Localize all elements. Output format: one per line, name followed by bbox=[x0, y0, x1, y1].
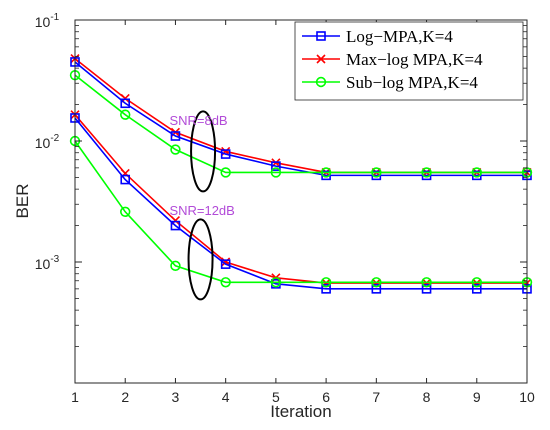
data-point bbox=[471, 284, 482, 294]
y-tick-exponent: -2 bbox=[50, 133, 59, 144]
data-point bbox=[120, 206, 131, 217]
legend-marker bbox=[316, 54, 326, 64]
data-point bbox=[320, 167, 332, 178]
x-tick-label: 2 bbox=[121, 389, 129, 405]
data-point bbox=[471, 167, 482, 178]
annotation-1: SNR=8dB bbox=[169, 110, 228, 193]
data-point bbox=[371, 167, 382, 178]
x-tick-labels: 1 2 3 4 5 6 7 8 9 10 bbox=[71, 389, 535, 405]
data-point bbox=[170, 144, 181, 155]
x-tick-label: 7 bbox=[372, 389, 380, 405]
series-line bbox=[74, 117, 527, 290]
legend-entry-1: Log−MPA,K=4 bbox=[302, 27, 453, 46]
legend-entry-2: Max−log MPA,K=4 bbox=[302, 50, 483, 69]
y-axis-label: BER bbox=[13, 184, 32, 219]
annotation-layer: SNR=8dB SNR=12dB bbox=[169, 110, 235, 301]
annotation-ellipse bbox=[190, 110, 217, 193]
data-point bbox=[220, 259, 231, 269]
plot-frame bbox=[74, 19, 528, 384]
legend-label: Max−log MPA,K=4 bbox=[346, 50, 483, 69]
x-tick-label: 1 bbox=[71, 389, 79, 405]
y-tick-labels: 10-110-210-3 bbox=[35, 12, 60, 272]
data-point bbox=[220, 149, 231, 159]
series-6 bbox=[69, 135, 533, 288]
y-tick-label: 10-1 bbox=[35, 12, 60, 30]
legend: Log−MPA,K=4 Max−log MPA,K=4 Sub−log MPA,K=… bbox=[294, 21, 524, 101]
data-point bbox=[371, 284, 382, 294]
data-point bbox=[120, 109, 131, 120]
annotation-ellipse bbox=[187, 218, 214, 301]
annotation-label: SNR=8dB bbox=[169, 113, 227, 128]
data-point bbox=[471, 277, 482, 288]
x-tick-label: 3 bbox=[172, 389, 180, 405]
series-3 bbox=[69, 69, 533, 178]
data-point bbox=[170, 131, 181, 141]
x-tick-label: 8 bbox=[423, 389, 431, 405]
y-tick-base: 10 bbox=[35, 256, 51, 272]
annotation-2: SNR=12dB bbox=[169, 203, 235, 301]
series-layer bbox=[69, 54, 533, 294]
data-point bbox=[421, 277, 432, 288]
series-line bbox=[74, 74, 527, 174]
data-point bbox=[270, 167, 282, 178]
legend-marker bbox=[315, 76, 327, 88]
data-point bbox=[220, 167, 231, 178]
data-point bbox=[120, 98, 131, 109]
series-line bbox=[74, 140, 527, 284]
data-point bbox=[270, 277, 282, 288]
legend-label: Sub−log MPA,K=4 bbox=[346, 73, 478, 92]
x-tick-label: 9 bbox=[473, 389, 481, 405]
data-point bbox=[271, 161, 281, 171]
x-tick-label: 5 bbox=[272, 389, 280, 405]
data-point bbox=[120, 174, 131, 185]
x-tick-label: 4 bbox=[222, 389, 230, 405]
x-axis-label: Iteration bbox=[270, 402, 331, 421]
y-tick-label: 10-2 bbox=[35, 133, 60, 151]
legend-entry-3: Sub−log MPA,K=4 bbox=[302, 73, 478, 92]
y-tick-exponent: -1 bbox=[50, 12, 59, 23]
x-tick-label: 10 bbox=[519, 389, 535, 405]
y-tick-base: 10 bbox=[35, 14, 51, 30]
x-tick-label: 6 bbox=[322, 389, 330, 405]
data-point bbox=[421, 167, 432, 178]
data-point bbox=[220, 277, 231, 288]
y-tick-label: 10-3 bbox=[35, 254, 60, 272]
data-point bbox=[371, 277, 382, 288]
annotation-label: SNR=12dB bbox=[169, 203, 234, 218]
legend-label: Log−MPA,K=4 bbox=[346, 27, 453, 46]
data-point bbox=[320, 277, 332, 288]
data-point bbox=[421, 284, 432, 294]
data-point bbox=[170, 220, 181, 231]
data-point bbox=[321, 284, 331, 294]
legend-marker bbox=[316, 31, 326, 41]
data-point bbox=[170, 260, 181, 272]
series-line bbox=[74, 61, 527, 177]
legend-box bbox=[294, 21, 524, 101]
y-tick-base: 10 bbox=[35, 135, 51, 151]
y-tick-exponent: -3 bbox=[50, 254, 59, 265]
